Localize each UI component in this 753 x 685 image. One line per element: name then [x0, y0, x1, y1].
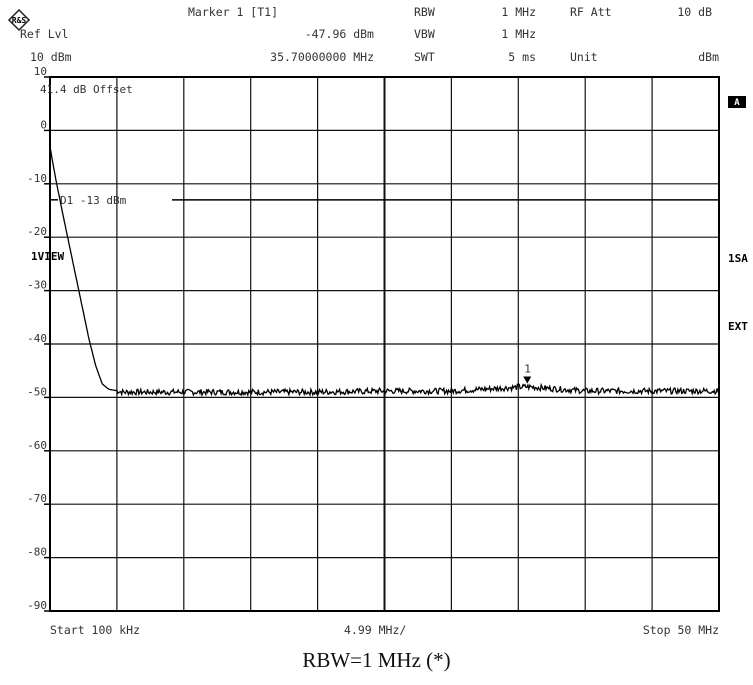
span-per-division: 4.99 MHz/ [344, 623, 406, 637]
y-tick-label: -90 [27, 599, 47, 612]
rf-att-label: RF Att [570, 5, 612, 19]
unit-value: dBm [698, 50, 719, 64]
y-tick-labels: 10 0 -10 -20 -30 -40 -50 -60 -70 -80 -90 [27, 65, 50, 612]
trace-mode-label: 1VIEW [31, 250, 64, 263]
unit-label: Unit [570, 50, 598, 64]
marker-layer: 1 [523, 363, 532, 384]
marker-title: Marker 1 [T1] [188, 5, 278, 19]
trigger-label: EXT [728, 320, 748, 333]
vbw-label: VBW [414, 27, 435, 41]
trace-a-label: A [734, 98, 740, 108]
y-tick-label: -60 [27, 439, 47, 452]
stop-frequency: Stop 50 MHz [643, 623, 719, 637]
offset-annotation: 41.4 dB Offset [40, 83, 133, 96]
trace-a-badge [728, 96, 746, 108]
y-tick-label: -80 [27, 546, 47, 559]
trace-layer [49, 146, 720, 398]
rf-att-value: 10 dB [677, 5, 712, 19]
swt-label: SWT [414, 50, 435, 64]
y-tick-label: 10 [34, 65, 47, 78]
y-tick-label: -40 [27, 332, 47, 345]
logo-text: R&S [12, 16, 27, 25]
swt-value: 5 ms [508, 50, 536, 64]
y-tick-label: -10 [27, 172, 47, 185]
y-tick-label: -50 [27, 385, 47, 398]
marker-1-label: 1 [524, 363, 531, 376]
vbw-value: 1 MHz [501, 27, 536, 41]
figure-caption: RBW=1 MHz (*) [302, 648, 451, 672]
trace-1 [49, 146, 720, 398]
marker-1-triangle [523, 376, 532, 384]
y-tick-label: -30 [27, 279, 47, 292]
y-tick-label: -20 [27, 225, 47, 238]
limit-line: D1 -13 dBm [50, 194, 719, 207]
marker-frequency: 35.70000000 MHz [270, 50, 374, 64]
grid [49, 76, 720, 612]
rbw-value: 1 MHz [501, 5, 536, 19]
rs-logo-icon: R&S [7, 8, 31, 32]
sweep-mode-label: 1SA [728, 252, 748, 265]
y-tick-label: -70 [27, 492, 47, 505]
y-tick-label: 0 [40, 118, 47, 131]
marker-level: -47.96 dBm [305, 27, 374, 41]
ref-lvl-value: 10 dBm [30, 50, 72, 64]
start-frequency: Start 100 kHz [50, 623, 140, 637]
ref-lvl-label: Ref Lvl [20, 27, 68, 41]
rbw-label: RBW [414, 5, 435, 19]
limit-line-label: D1 -13 dBm [60, 194, 127, 207]
